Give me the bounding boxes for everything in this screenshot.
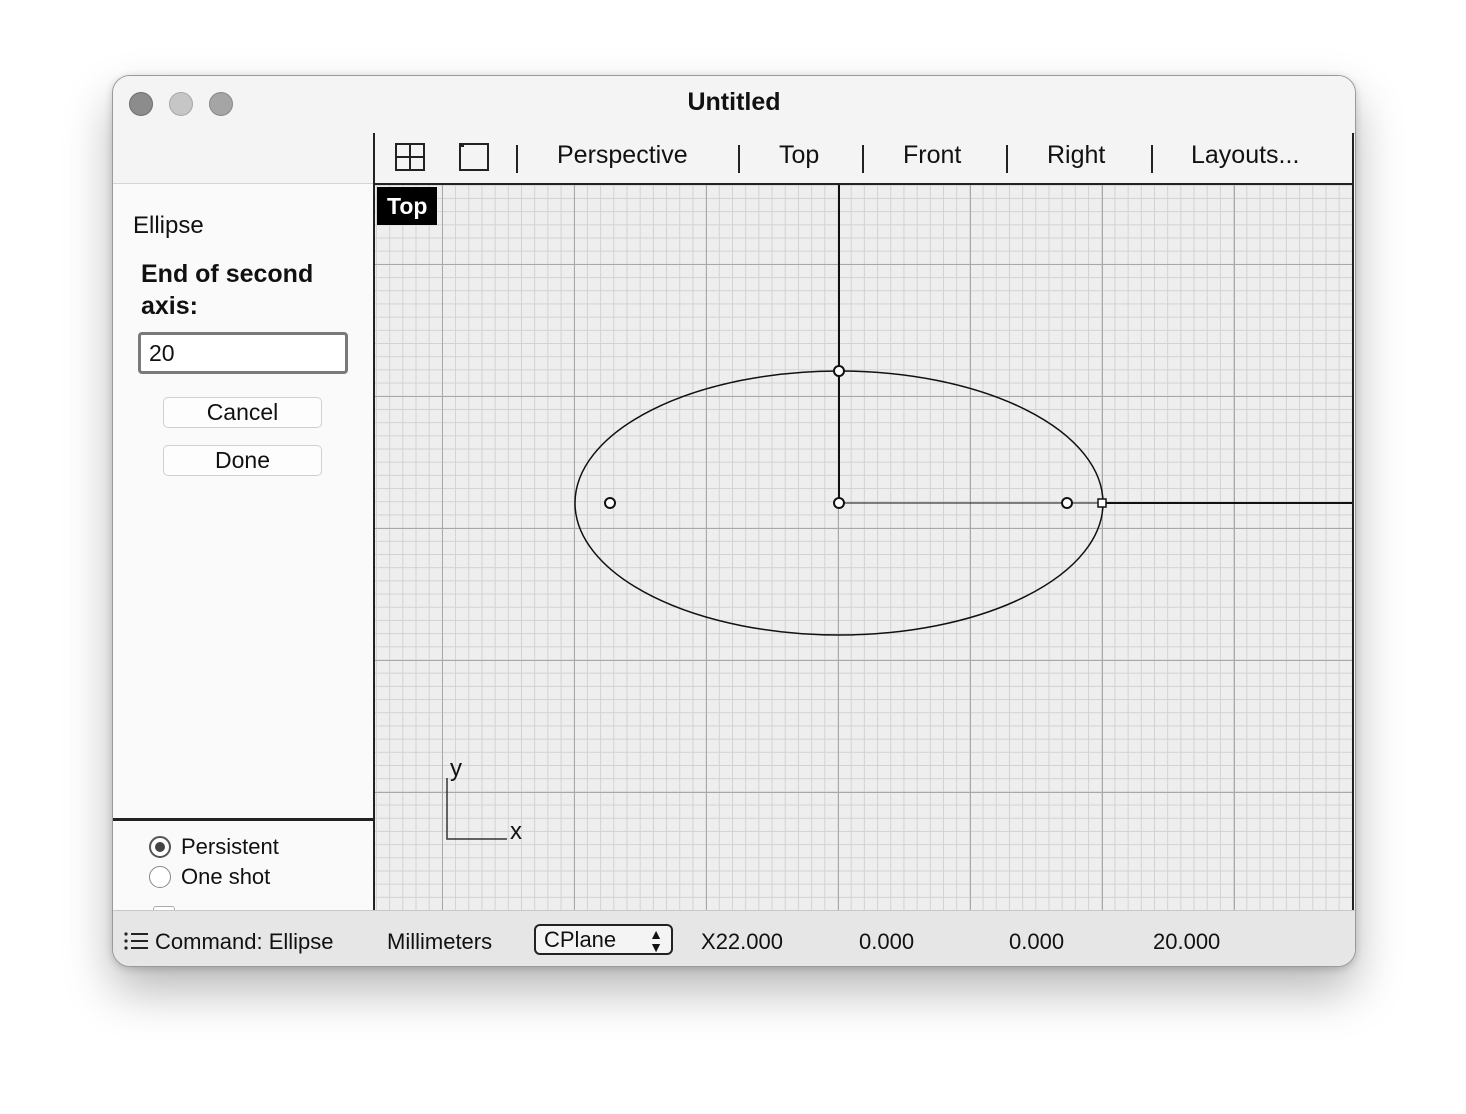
focus-point-right[interactable] bbox=[1061, 497, 1073, 509]
tab-separator bbox=[738, 145, 740, 173]
units-label[interactable]: Millimeters bbox=[387, 929, 493, 954]
partially-hidden-checkbox[interactable] bbox=[153, 906, 175, 910]
tab-front[interactable]: Front bbox=[903, 141, 962, 169]
viewport-border bbox=[1352, 133, 1354, 910]
done-button[interactable]: Done bbox=[163, 445, 322, 476]
persistent-radio[interactable] bbox=[149, 836, 171, 858]
tab-separator bbox=[516, 145, 518, 173]
cplane-select[interactable]: CPlane ▲ ▼ bbox=[534, 924, 673, 955]
tab-top[interactable]: Top bbox=[779, 141, 820, 169]
center-point[interactable] bbox=[833, 497, 845, 509]
x-coordinate: X22.000 bbox=[701, 929, 783, 955]
command-history-icon[interactable] bbox=[123, 931, 149, 951]
title-bar[interactable]: Untitled bbox=[113, 76, 1355, 134]
command-name: Ellipse bbox=[133, 212, 204, 239]
cancel-button[interactable]: Cancel bbox=[163, 397, 322, 428]
cursor-snap-marker bbox=[1097, 498, 1107, 508]
axis-triad bbox=[446, 778, 507, 840]
z-coordinate: 0.000 bbox=[1009, 929, 1065, 954]
sidebar-header bbox=[113, 133, 373, 184]
axis-length-input[interactable] bbox=[138, 332, 348, 374]
top-viewport[interactable]: Top y x bbox=[375, 185, 1352, 910]
window-title: Untitled bbox=[687, 88, 781, 116]
x-prefix: X bbox=[701, 929, 716, 954]
tab-separator bbox=[862, 145, 864, 173]
distance-value: 20.000 bbox=[1153, 929, 1221, 954]
focus-point-left[interactable] bbox=[604, 497, 616, 509]
triad-y-label: y bbox=[450, 755, 462, 782]
command-panel: Ellipse End of second axis: Cancel Done bbox=[113, 184, 373, 910]
panel-divider bbox=[373, 133, 375, 910]
close-window-button[interactable] bbox=[129, 92, 153, 116]
single-viewport-icon[interactable] bbox=[459, 143, 489, 171]
tab-perspective[interactable]: Perspective bbox=[557, 141, 688, 169]
four-viewports-icon[interactable] bbox=[395, 143, 425, 171]
viewport-geometry bbox=[446, 185, 1352, 840]
zoom-window-button[interactable] bbox=[209, 92, 233, 116]
minimize-window-button[interactable] bbox=[169, 92, 193, 116]
triad-x-label: x bbox=[510, 818, 522, 845]
chevron-up-down-icon: ▲ ▼ bbox=[649, 926, 663, 955]
tab-separator bbox=[1006, 145, 1008, 173]
one-shot-label: One shot bbox=[181, 864, 271, 889]
viewport-label[interactable]: Top bbox=[377, 187, 438, 225]
viewport-tabbar: Perspective Top Front Right Layouts... bbox=[375, 133, 1353, 185]
one-shot-radio[interactable] bbox=[149, 866, 171, 888]
command-options: Persistent One shot bbox=[113, 818, 373, 910]
tab-right[interactable]: Right bbox=[1047, 141, 1106, 169]
axis-end-point[interactable] bbox=[833, 365, 845, 377]
status-bar: Command: Ellipse Millimeters CPlane ▲ ▼ X… bbox=[113, 910, 1355, 966]
app-window: Untitled Ellipse End of second axis: Can… bbox=[112, 75, 1356, 967]
cplane-value: CPlane bbox=[544, 927, 617, 952]
tab-separator bbox=[1151, 145, 1153, 173]
x-value: 22.000 bbox=[715, 929, 783, 954]
command-status[interactable]: Command: Ellipse bbox=[155, 929, 334, 954]
persistent-label: Persistent bbox=[181, 834, 279, 859]
command-prompt: End of second axis: bbox=[141, 260, 314, 320]
y-coordinate: 0.000 bbox=[859, 929, 915, 954]
tab-layouts[interactable]: Layouts... bbox=[1191, 141, 1300, 169]
